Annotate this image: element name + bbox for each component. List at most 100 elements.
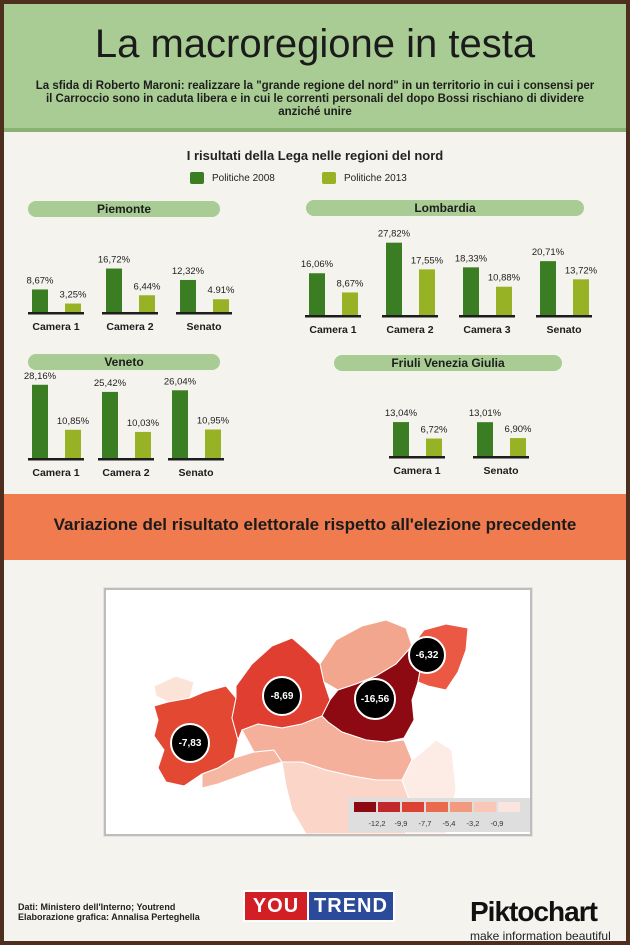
friuli-baseline-0 — [389, 456, 445, 459]
color-scale-swatch-0 — [354, 802, 376, 812]
credits-source: Dati: Ministero dell'Interno; Youtrend — [18, 902, 176, 912]
veneto-bar-1-1 — [135, 431, 151, 458]
veneto-value-label-0-0: 28,16% — [24, 371, 57, 382]
lombardia-baseline-0 — [305, 315, 361, 318]
map-value-piemonte-label: -7,83 — [178, 737, 202, 749]
lombardia-bar-1-2 — [496, 286, 512, 315]
lombardia-baseline-3 — [536, 315, 592, 318]
veneto-bar-1-0 — [65, 429, 81, 458]
youtrend-logo-you: YOU — [243, 890, 309, 922]
color-scale-swatch-6 — [498, 802, 520, 812]
map-value-lombardia-label: -8,69 — [270, 690, 294, 702]
lombardia-value-label-0-1: 27,82% — [378, 229, 411, 240]
lombardia-value-label-1-2: 10,88% — [488, 273, 521, 284]
piemonte-baseline-0 — [28, 312, 84, 315]
credits-design: Elaborazione grafica: Annalisa Perteghel… — [18, 912, 200, 922]
lombardia-bar-0-0 — [309, 273, 325, 315]
friuli-value-label-0-0: 13,04% — [385, 408, 418, 419]
veneto-value-label-1-0: 10,85% — [57, 416, 90, 427]
friuli-baseline-1 — [473, 456, 529, 459]
piemonte-value-label-1-2: 4.91% — [208, 285, 235, 296]
piemonte-value-label-0-1: 16,72% — [98, 255, 131, 266]
infographic: La macroregione in testa La sfida di Rob… — [4, 4, 626, 941]
page-subtitle: La sfida di Roberto Maroni: realizzare l… — [35, 80, 595, 118]
map-value-lombardia: -8,69 — [262, 676, 302, 716]
piemonte-value-label-1-0: 3,25% — [60, 290, 87, 301]
friuli-category-label-0: Camera 1 — [393, 465, 440, 477]
piemonte-value-label-1-1: 6,44% — [134, 281, 161, 292]
lombardia-category-label-1: Camera 2 — [386, 324, 433, 336]
piemonte-bar-0-1 — [106, 268, 122, 312]
map-value-friuli: -6,32 — [408, 636, 446, 674]
lombardia-bar-1-3 — [573, 279, 589, 315]
legend-swatch-2008 — [190, 172, 204, 184]
color-scale-swatch-5 — [474, 802, 496, 812]
piemonte-bar-0-2 — [180, 279, 196, 312]
youtrend-logo: YOU TREND — [243, 890, 395, 922]
legend-label-2008: Politiche 2008 — [212, 172, 275, 184]
map-value-piemonte: -7,83 — [170, 723, 210, 763]
color-scale-swatch-2 — [402, 802, 424, 812]
youtrend-logo-trend: TREND — [309, 890, 395, 922]
piemonte-value-label-0-0: 8,67% — [27, 275, 54, 286]
veneto-bar-0-0 — [32, 384, 48, 458]
credits: Dati: Ministero dell'Interno; Youtrend E… — [18, 902, 200, 922]
lombardia-baseline-1 — [382, 315, 438, 318]
lombardia-category-label-0: Camera 1 — [309, 324, 356, 336]
piemonte-category-label-0: Camera 1 — [32, 321, 79, 333]
veneto-value-label-0-2: 26,04% — [164, 376, 197, 387]
color-scale-label-1: -9,9 — [395, 819, 408, 828]
variation-band — [4, 494, 626, 560]
piemonte-baseline-2 — [176, 312, 232, 315]
piemonte-value-label-0-2: 12,32% — [172, 266, 205, 277]
veneto-value-label-1-1: 10,03% — [127, 418, 160, 429]
lombardia-bar-1-0 — [342, 292, 358, 315]
map-value-veneto-label: -16,56 — [360, 693, 390, 705]
header-band: La macroregione in testa La sfida di Rob… — [4, 4, 626, 132]
lombardia-bar-0-2 — [463, 267, 479, 315]
lombardia-bar-1-1 — [419, 269, 435, 315]
lombardia-value-label-0-3: 20,71% — [532, 247, 565, 258]
legend-item-2008: Politiche 2008 — [190, 172, 275, 184]
color-scale-swatch-4 — [450, 802, 472, 812]
friuli-bar-1-0 — [426, 438, 442, 456]
results-title: I risultati della Lega nelle regioni del… — [186, 148, 444, 163]
veneto-category-label-2: Senato — [178, 467, 213, 479]
piemonte-category-label-1: Camera 2 — [106, 321, 153, 333]
friuli-value-label-0-1: 13,01% — [469, 408, 502, 419]
veneto-baseline-0 — [28, 458, 84, 461]
lombardia-value-label-1-0: 8,67% — [337, 278, 364, 289]
veneto-baseline-2 — [168, 458, 224, 461]
color-scale: -12,2 -9,9 -7,7 -5,4 -3,2 -0,9 — [348, 798, 530, 832]
lombardia-bar-0-1 — [386, 242, 402, 315]
color-scale-swatch-1 — [378, 802, 400, 812]
veneto-bar-0-2 — [172, 390, 188, 458]
region-title-friuli: Friuli Venezia Giulia — [334, 355, 562, 371]
chart-piemonte: 8,67% 3,25% Camera 1 16,72% 6,44% Camera 2 12,… — [27, 255, 235, 333]
lombardia-bar-0-3 — [540, 261, 556, 315]
region-title-piemonte: Piemonte — [28, 201, 220, 217]
veneto-category-label-0: Camera 1 — [32, 467, 79, 479]
piktochart-logo: Piktochart — [470, 896, 598, 927]
friuli-category-label-1: Senato — [483, 465, 518, 477]
legend-item-2013: Politiche 2013 — [322, 172, 407, 184]
friuli-bar-1-1 — [510, 438, 526, 456]
lombardia-value-label-1-3: 13,72% — [565, 265, 598, 276]
color-scale-label-2: -7,7 — [419, 819, 432, 828]
region-title-veneto: Veneto — [28, 354, 220, 370]
lombardia-value-label-0-0: 16,06% — [301, 259, 334, 270]
veneto-bar-1-2 — [205, 429, 221, 458]
map-panel: -7,83 -8,69 -16,56 -6,32 -12,2 -9,9 -7,7 -5… — [104, 588, 532, 836]
chart-lombardia: 16,06%8,67% Camera 1 27,82% 17,55% Camera 2 1… — [301, 229, 598, 336]
legend-label-2013: Politiche 2013 — [344, 172, 407, 184]
friuli-bar-0-0 — [393, 422, 409, 456]
piemonte-baseline-1 — [102, 312, 158, 315]
lombardia-category-label-3: Senato — [546, 324, 581, 336]
piemonte-bar-1-2 — [213, 299, 229, 312]
lombardia-category-label-2: Camera 3 — [463, 324, 510, 336]
map-value-veneto: -16,56 — [354, 678, 396, 720]
friuli-value-label-1-1: 6,90% — [505, 424, 532, 435]
veneto-category-label-1: Camera 2 — [102, 467, 149, 479]
veneto-baseline-1 — [98, 458, 154, 461]
veneto-bar-0-1 — [102, 391, 118, 458]
